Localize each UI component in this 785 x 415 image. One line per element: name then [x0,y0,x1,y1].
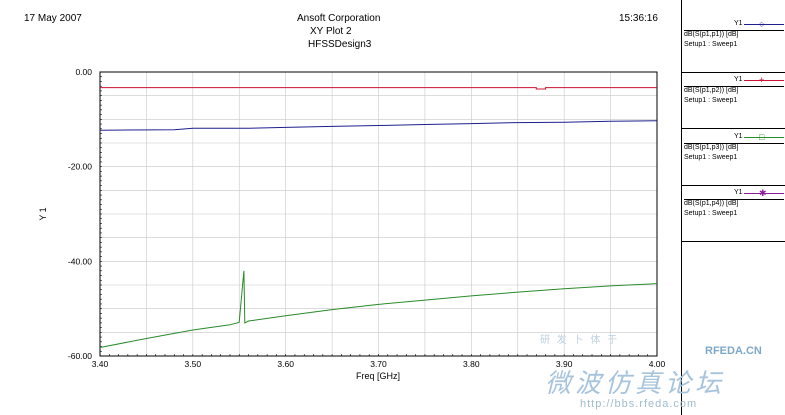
legend-expression: dB(S(p1,p3)) [dB] [684,144,739,151]
design-name: HFSSDesign3 [308,39,372,50]
legend-swatch [744,137,784,138]
legend-divider [684,30,784,31]
legend-entry-s12[interactable]: Y1 + dB(S(p1,p2)) [dB] Setup1 : Sweep1 [682,74,785,129]
x-tick-label: 3.80 [463,359,480,369]
x-tick-label: 4.00 [649,359,666,369]
legend-name: Y1 [734,133,743,140]
watermark-chinese-small: 研 发 卜 体 于 [540,335,620,346]
legend-name: Y1 [734,189,743,196]
legend-swatch [744,193,784,194]
x-axis-label: Freq [GHz] [356,371,400,381]
x-tick-label: 3.50 [185,359,202,369]
legend-swatch [744,24,784,25]
series-layer [99,87,658,348]
legend-divider [684,199,784,200]
series-line [99,120,658,131]
legend-name: Y1 [734,20,743,27]
legend-marker-icon: □ [759,132,765,142]
y-tick-label: -20.00 [68,162,92,172]
watermark-url: http://bbs.rfeda.com [580,398,698,410]
legend-sweep: Setup1 : Sweep1 [684,154,738,161]
x-tick-label: 3.90 [556,359,573,369]
legend-marker-icon: ✱ [759,188,767,198]
y-tick-label: -60.00 [68,351,92,361]
y-tick-label: -40.00 [68,256,92,266]
legend-expression: dB(S(p1,p2)) [dB] [684,87,739,94]
watermark-logo: RFEDA.CN [705,345,762,357]
legend-entry-s11[interactable]: Y1 ○ dB(S(p1,p1)) [dB] Setup1 : Sweep1 [682,18,785,73]
legend-entry-s14[interactable]: Y1 ✱ dB(S(p1,p4)) [dB] Setup1 : Sweep1 [682,187,785,242]
legend-divider [684,86,784,87]
legend-swatch [744,80,784,81]
plot-grid [100,72,657,356]
y-tick-label: 0.00 [75,67,92,77]
header-company: Ansoft Corporation [297,13,381,24]
x-tick-label: 3.60 [277,359,294,369]
legend-divider [684,143,784,144]
series-line [100,87,657,90]
legend-expression: dB(S(p1,p4)) [dB] [684,200,739,207]
legend-name: Y1 [734,76,743,83]
xy-plot: 3.40 3.50 3.60 3.70 3.80 3.90 4.00 0.00 -20.00 -4… [38,67,666,381]
plot-title: XY Plot 2 [310,26,352,37]
legend-marker-icon: + [759,75,765,85]
axis-ticks: 3.40 3.50 3.60 3.70 3.80 3.90 4.00 0.00 -20.00 -4… [68,67,666,369]
x-tick-label: 3.40 [92,359,109,369]
header-date: 17 May 2007 [24,13,82,24]
header-time: 15:36:16 [619,13,658,24]
legend-panel: Y1 ○ dB(S(p1,p1)) [dB] Setup1 : Sweep1 Y… [681,0,785,415]
legend-entry-s13[interactable]: Y1 □ dB(S(p1,p3)) [dB] Setup1 : Sweep1 [682,131,785,186]
legend-expression: dB(S(p1,p1)) [dB] [684,31,739,38]
legend-sweep: Setup1 : Sweep1 [684,210,738,217]
legend-sweep: Setup1 : Sweep1 [684,41,738,48]
legend-marker-icon: ○ [759,19,765,29]
watermark-forum-name: 微波仿真论坛 [545,368,726,398]
series-line [99,270,658,348]
y-axis-label: Y 1 [38,207,48,220]
x-tick-label: 3.70 [370,359,387,369]
legend-sweep: Setup1 : Sweep1 [684,97,738,104]
